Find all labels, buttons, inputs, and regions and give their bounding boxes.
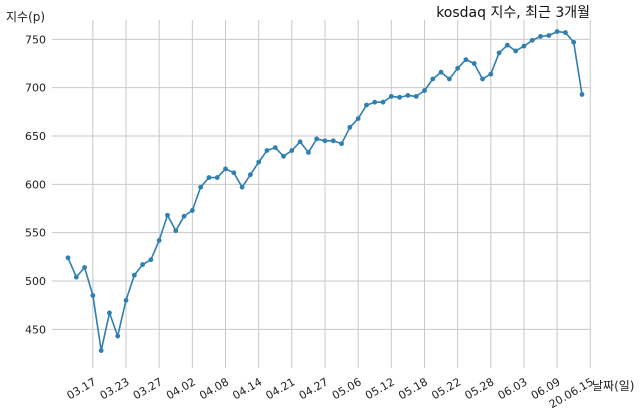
data-point [107,310,112,316]
data-point [314,136,320,142]
x-tick-label: 04.08 [197,375,231,402]
data-point [90,293,96,298]
data-point [256,159,262,165]
y-tick-label: 500 [25,275,46,288]
y-axis-ticks: 450 500 550 600 650 700 750 [25,33,46,336]
x-axis-ticks: 03.17 03.23 03.27 04.02 04.08 04.14 04.21 04.27… [65,375,596,411]
data-point [455,65,461,71]
data-point [430,76,436,82]
data-point [554,29,560,34]
data-point [289,148,295,153]
x-tick-label: 03.27 [131,375,165,402]
data-point [571,39,577,45]
data-point [281,153,286,159]
data-point [165,212,170,218]
data-point [364,102,369,108]
data-point [513,48,519,54]
data-point [380,99,386,105]
data-point [181,213,187,219]
x-tick-label: 04.27 [297,375,331,402]
data-point [214,175,220,180]
x-tick-label: 06.03 [496,375,530,402]
data-point [264,148,270,153]
chart-title: kosdaq 지수, 최근 3개월 [436,5,590,21]
data-point [397,94,403,100]
y-axis-label: 지수(p) [6,10,45,24]
data-point [231,170,237,176]
data-point [347,124,353,130]
data-point [272,145,278,151]
x-tick-label: 05.18 [396,375,430,402]
data-point [422,88,427,93]
grid [52,20,591,368]
data-point [538,34,543,39]
y-tick-label: 700 [25,82,46,95]
data-point [488,71,494,77]
x-tick-label: 05.28 [463,375,497,402]
data-point [247,172,253,178]
y-tick-label: 550 [25,227,46,240]
y-tick-label: 650 [25,130,46,143]
data-point [306,150,311,155]
data-point [388,93,394,99]
data-point [198,184,204,190]
data-point [82,265,87,270]
data-point [504,42,510,48]
data-point [239,184,245,190]
data-point [496,50,502,56]
data-point [480,76,485,82]
data-point [189,208,195,213]
data-point [405,93,411,98]
data-point [156,238,162,243]
data-point [579,92,585,97]
data-point [471,61,477,66]
data-point [131,272,137,278]
data-point [463,57,469,63]
data-point [529,37,535,43]
data-point [223,166,228,172]
x-tick-label: 04.21 [264,375,298,402]
data-point [372,99,378,105]
data-point [297,139,303,145]
data-point [355,116,361,121]
x-tick-label: 04.02 [164,375,198,402]
data-point [140,262,146,267]
y-tick-label: 600 [25,178,46,191]
y-tick-label: 750 [25,33,46,46]
data-point [330,138,336,144]
x-tick-label: 05.12 [363,375,397,402]
x-tick-label: 03.23 [98,375,132,402]
data-point [115,333,121,339]
data-point [413,93,419,99]
x-tick-label: 05.22 [429,375,463,402]
data-point [339,141,344,147]
x-tick-label: 05.06 [330,375,364,402]
series-kosdaq [65,29,585,353]
x-tick-label: 04.14 [230,375,264,402]
x-axis-label: 날짜(일) [592,379,634,393]
data-point [521,43,527,49]
data-point [322,138,328,144]
data-point [73,274,79,280]
data-point [173,228,179,234]
data-point [446,76,452,82]
y-tick-label: 450 [25,323,46,336]
data-point [546,33,552,38]
data-point [148,257,154,263]
x-tick-label: 03.17 [65,375,99,402]
data-point [563,30,568,35]
data-point [123,297,129,303]
data-point [438,69,444,75]
data-point [206,175,212,180]
data-point [98,348,104,353]
data-point [65,255,71,261]
